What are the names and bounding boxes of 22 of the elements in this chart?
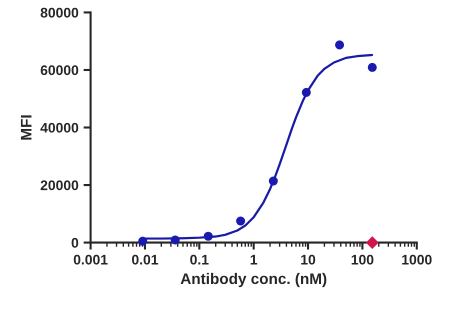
y-tick-label: 40000 xyxy=(40,122,78,133)
point xyxy=(138,236,148,246)
x-tick-label: 0.001 xyxy=(74,254,108,265)
point xyxy=(268,176,278,186)
x-tick-label: 10 xyxy=(301,254,316,265)
x-tick-label: 0.01 xyxy=(132,254,158,265)
x-tick-label: 100 xyxy=(352,254,374,265)
point xyxy=(368,62,377,72)
x-tick-label: 0.1 xyxy=(190,254,209,265)
point xyxy=(170,235,180,245)
y-tick-label: 20000 xyxy=(40,180,78,190)
point xyxy=(236,216,246,226)
x-axis-title: Antibody conc. (nM) xyxy=(180,272,326,288)
y-axis-title: MFI xyxy=(20,115,32,140)
point xyxy=(302,88,311,97)
x-tick-label: 1 xyxy=(250,254,258,264)
y-tick-label: 80000 xyxy=(40,8,78,18)
y-tick-label: 60000 xyxy=(40,65,78,76)
x-tick-label: 1000 xyxy=(402,254,432,265)
y-tick-label: 0 xyxy=(72,238,78,248)
point xyxy=(335,40,344,50)
point xyxy=(204,232,213,241)
